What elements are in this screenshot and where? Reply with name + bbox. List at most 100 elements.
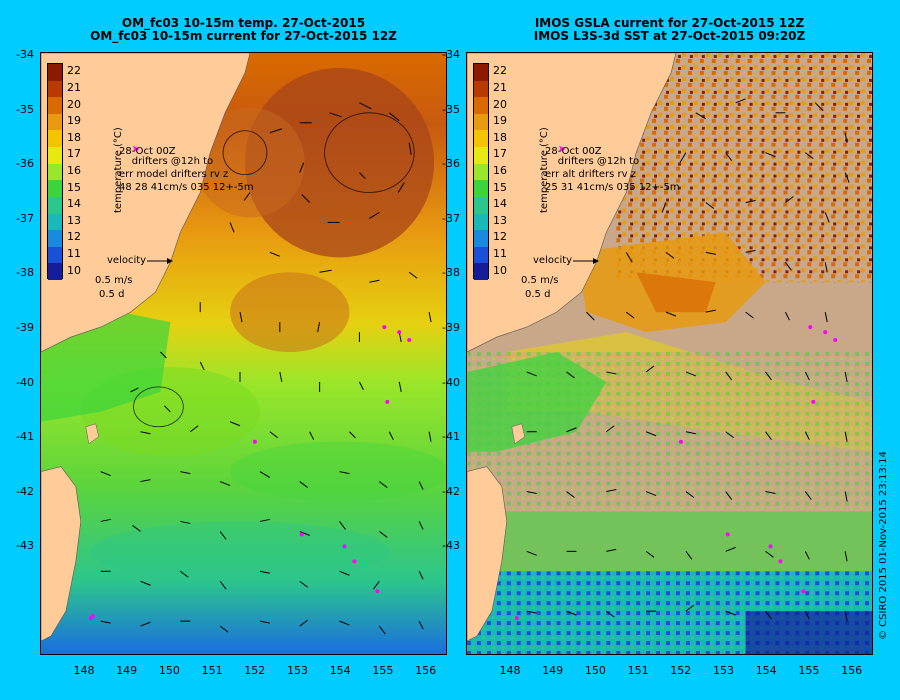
x-axis-tick-label: 148 (499, 664, 521, 677)
left-velocity-duration: 0.5 d (99, 289, 125, 300)
colorbar-tick-label: 18 (67, 130, 81, 144)
y-axis-tick-label: -36 (442, 157, 460, 171)
colorbar-segment (48, 180, 62, 197)
y-axis-tick-label: -39 (16, 321, 34, 334)
left-velocity-speed: 0.5 m/s (95, 275, 133, 286)
colorbar-tick-label: 14 (67, 197, 81, 211)
colorbar-segment (474, 246, 488, 264)
colorbar-segment (48, 263, 62, 280)
x-axis-tick-label: 152 (670, 664, 692, 677)
right-title-line1: IMOS GSLA current for 27-Oct-2015 12Z (534, 16, 805, 30)
colorbar-segment (48, 97, 62, 114)
drifter-marker-icon: ➤ (557, 144, 567, 155)
right-title: IMOS GSLA current for 27-Oct-2015 12Z IM… (466, 17, 873, 43)
left-title-line1: OM_fc03 10-15m temp. 27-Oct-2015 (121, 16, 366, 30)
left-map-panel[interactable]: temperature (°C) 22 21 20 19 18 17 16 15 14 13 12 1… (40, 52, 447, 655)
left-err-label: err model drifters rv z (119, 169, 229, 180)
colorbar-segment (474, 147, 488, 164)
colorbar-segment (48, 113, 62, 131)
colorbar-segment (48, 246, 62, 264)
left-drifter-time: 28-Oct 00Z (119, 146, 176, 157)
left-velocity-label: velocity (107, 255, 147, 266)
right-title-line2: IMOS L3S-3d SST at 27-Oct-2015 09:20Z (533, 29, 806, 43)
colorbar-tick-label: 12 (493, 230, 507, 244)
left-colorbar (47, 63, 63, 280)
left-drifter-text: drifters @12h to (131, 156, 214, 167)
colorbar-tick-label: 17 (493, 147, 507, 161)
left-velocity-arrow-icon (147, 258, 173, 264)
y-axis-tick-label: -42 (16, 484, 34, 498)
y-axis-tick-label: -39 (442, 321, 460, 334)
colorbar-segment (48, 147, 62, 164)
colorbar-segment (48, 163, 62, 181)
colorbar-segment (48, 80, 62, 98)
colorbar-segment (474, 213, 488, 231)
y-axis-tick-label: -36 (16, 157, 34, 171)
colorbar-segment (48, 64, 62, 81)
colorbar-segment (474, 97, 488, 114)
colorbar-segment (474, 130, 488, 148)
colorbar-segment (474, 263, 488, 280)
x-axis-tick-label: 153 (287, 664, 308, 677)
y-axis-tick-label: -35 (16, 102, 34, 116)
y-axis-tick-label: -41 (16, 430, 34, 444)
colorbar-tick-label: 16 (67, 164, 81, 177)
colorbar-segment (48, 213, 62, 231)
left-err-values: 48 28 41cm/s 035 12+-5m (119, 182, 254, 193)
colorbar-segment (48, 130, 62, 148)
left-drifter-label: ➤ drifters @12h to (119, 132, 213, 180)
x-axis-tick-label: 149 (116, 664, 138, 677)
right-map-panel[interactable]: temperature (°C) 22 21 20 19 18 17 16 15 14 13 12 1… (466, 52, 873, 655)
y-axis-tick-label: -41 (442, 430, 460, 444)
colorbar-segment (474, 163, 488, 181)
right-drifter-label: ➤ drifters @12h to (545, 132, 639, 180)
x-axis-tick-label: 150 (158, 664, 180, 677)
colorbar-tick-label: 20 (493, 97, 507, 111)
y-axis-tick-label: -38 (16, 266, 34, 280)
left-title-line2: OM_fc03 10-15m current for 27-Oct-2015 1… (90, 29, 397, 43)
colorbar-tick-label: 19 (493, 114, 507, 128)
colorbar-segment (474, 230, 488, 247)
right-map-image (467, 53, 872, 654)
x-axis-tick-label: 149 (542, 664, 564, 677)
left-map-image (41, 53, 446, 654)
x-axis-tick-label: 152 (244, 664, 266, 677)
colorbar-tick-label: 10 (493, 263, 507, 277)
y-axis-tick-label: -40 (16, 375, 34, 389)
x-axis-tick-label: 155 (372, 664, 394, 677)
right-velocity-arrow-icon (573, 258, 599, 264)
colorbar-tick-label: 22 (493, 64, 507, 78)
right-drifter-text: drifters @12h to (557, 156, 640, 167)
y-axis-tick-label: -43 (16, 539, 34, 553)
x-axis-tick-label: 154 (755, 664, 777, 677)
y-axis-tick-label: -40 (442, 375, 460, 389)
y-axis-tick-label: -38 (442, 266, 460, 280)
y-axis-tick-label: -34 (16, 48, 34, 61)
y-axis-tick-label: -42 (442, 484, 460, 498)
right-drifter-time: 28-Oct 00Z (545, 146, 602, 157)
right-velocity-duration: 0.5 d (525, 289, 551, 300)
colorbar-tick-label: 20 (67, 97, 81, 111)
colorbar-tick-label: 22 (67, 64, 81, 78)
x-axis-tick-label: 153 (713, 664, 734, 677)
copyright-credit: © CSIRO 2015 01-Nov-2015 23:13:14 (878, 451, 889, 640)
colorbar-tick-label: 10 (67, 263, 81, 277)
y-axis-tick-label: -43 (442, 539, 460, 553)
right-err-values: 25 31 41cm/s 035 12+-5m (545, 182, 680, 193)
right-velocity-speed: 0.5 m/s (521, 275, 559, 286)
x-axis-tick-label: 156 (841, 664, 863, 677)
colorbar-tick-label: 21 (493, 80, 507, 94)
x-axis-tick-label: 156 (415, 664, 437, 677)
x-axis-tick-label: 151 (201, 664, 223, 677)
x-axis-tick-label: 154 (329, 664, 351, 677)
y-axis-tick-label: -35 (442, 102, 460, 116)
colorbar-segment (474, 113, 488, 131)
right-colorbar (473, 63, 489, 280)
colorbar-tick-label: 21 (67, 80, 81, 94)
y-axis-tick-label: -34 (442, 48, 460, 61)
y-axis-tick-label: -37 (16, 211, 34, 225)
colorbar-tick-label: 11 (67, 247, 81, 261)
colorbar-segment (48, 230, 62, 247)
colorbar-tick-label: 12 (67, 230, 81, 244)
colorbar-segment (474, 80, 488, 98)
